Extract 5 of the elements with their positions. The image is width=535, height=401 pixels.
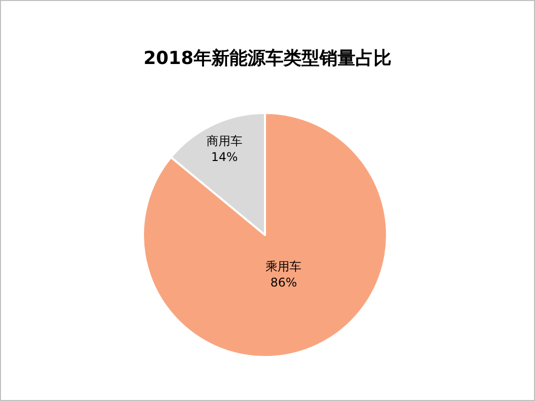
data-label: 86% xyxy=(270,276,298,290)
chart-title: 2018年新能源车类型销量占比 xyxy=(143,48,392,69)
slice-label: 商用车 xyxy=(206,134,242,148)
data-label: 14% xyxy=(211,150,238,164)
slice-label: 乘用车 xyxy=(266,260,302,274)
